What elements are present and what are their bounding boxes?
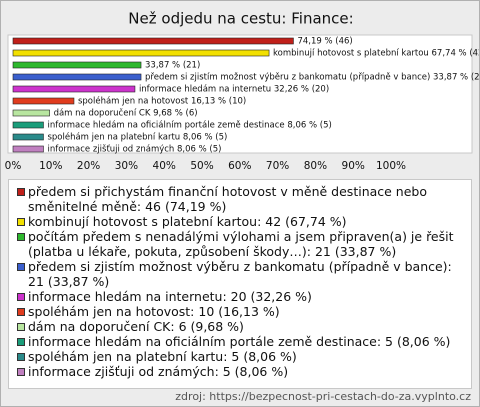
legend-swatch — [17, 263, 25, 271]
bar-value-label: kombinují hotovost s platební kartou 67,… — [273, 49, 479, 59]
bar — [12, 109, 50, 117]
bar-value-label: spoléhám jen na hotovost 16,13 % (10) — [78, 96, 246, 107]
legend-swatch — [17, 308, 25, 316]
legend: předem si přichystám finanční hotovost v… — [8, 179, 472, 389]
x-tick-label: 70% — [266, 160, 289, 172]
legend-label: informace hledám na internetu: 20 (32,26… — [28, 289, 312, 304]
bar-value-label: spoléhám jen na platební kartu 8,06 % (5… — [47, 132, 227, 143]
x-tick-label: 50% — [190, 160, 213, 172]
bar-value-label: informace zjišťuji od známých 8,06 % (5) — [47, 144, 221, 155]
x-tick-label: 40% — [153, 160, 176, 172]
x-tick-label: 80% — [304, 160, 327, 172]
legend-label: spoléhám jen na hotovost: 10 (16,13 %) — [28, 304, 280, 319]
x-tick-label: 10% — [39, 160, 62, 172]
legend-swatch — [17, 233, 25, 241]
plot: Než odjedu na cestu: Finance: 0% 10% 20% 30… — [5, 10, 479, 173]
legend-label: počítám předem s nenadálými výlohami a j… — [28, 229, 454, 259]
bar — [12, 49, 270, 57]
x-tick-label: 20% — [77, 160, 100, 172]
x-tick-label: 0% — [5, 160, 22, 172]
legend-item: kombinují hotovost s platební kartou: 42… — [17, 214, 463, 229]
legend-label: informace hledám na oficiálním portále z… — [28, 334, 451, 349]
bar — [12, 37, 294, 45]
legend-item: počítám předem s nenadálými výlohami a j… — [17, 229, 463, 259]
legend-item: spoléhám jen na platební kartu: 5 (8,06 … — [17, 349, 463, 364]
legend-item: předem si přichystám finanční hotovost v… — [17, 184, 463, 214]
legend-label: předem si zjistím možnost výběru z banko… — [28, 259, 452, 289]
legend-item: informace zjišťuji od známých: 5 (8,06 %… — [17, 364, 463, 379]
legend-swatch — [17, 323, 25, 331]
x-tick-label: 90% — [342, 160, 365, 172]
legend-label: dám na doporučení CK: 6 (9,68 %) — [28, 319, 244, 334]
bar — [12, 61, 142, 69]
legend-label: kombinují hotovost s platební kartou: 42… — [28, 214, 347, 229]
legend-item: spoléhám jen na hotovost: 10 (16,13 %) — [17, 304, 463, 319]
legend-swatch — [17, 368, 25, 376]
x-tick-label: 60% — [228, 160, 251, 172]
bar-value-label: informace hledám na oficiálním portále z… — [47, 121, 331, 131]
bar — [12, 85, 136, 93]
legend-item: dám na doporučení CK: 6 (9,68 %) — [17, 319, 463, 334]
bar-value-label: dám na doporučení CK 9,68 % (6) — [54, 108, 198, 119]
bar — [12, 121, 44, 129]
legend-swatch — [17, 218, 25, 226]
bar — [12, 73, 142, 81]
bar-value-label: 33,87 % (21) — [145, 61, 200, 71]
legend-swatch — [17, 188, 25, 196]
legend-label: spoléhám jen na platební kartu: 5 (8,06 … — [28, 349, 297, 364]
x-tick-label: 30% — [115, 160, 138, 172]
chart-title: Než odjedu na cestu: Finance: — [128, 10, 353, 28]
bar — [12, 145, 44, 153]
legend-item: informace hledám na oficiálním portále z… — [17, 334, 463, 349]
bar — [12, 97, 75, 105]
x-tick-label: 100% — [376, 160, 406, 172]
legend-swatch — [17, 353, 25, 361]
source: zdroj: https://bezpecnost-pri-cestach-do… — [175, 390, 471, 403]
legend-label: předem si přichystám finanční hotovost v… — [28, 184, 428, 214]
legend-swatch — [17, 338, 25, 346]
bar-value-label: předem si zjistím možnost výběru z banko… — [145, 73, 479, 83]
bar-value-label: 74,19 % (46) — [297, 37, 352, 47]
legend-item: předem si zjistím možnost výběru z banko… — [17, 259, 463, 289]
bar-value-label: informace hledám na internetu 32,26 % (2… — [139, 85, 329, 95]
legend-item: informace hledám na internetu: 20 (32,26… — [17, 289, 463, 304]
bar — [12, 133, 44, 141]
legend-label: informace zjišťuji od známých: 5 (8,06 %… — [28, 364, 289, 379]
legend-swatch — [17, 293, 25, 301]
